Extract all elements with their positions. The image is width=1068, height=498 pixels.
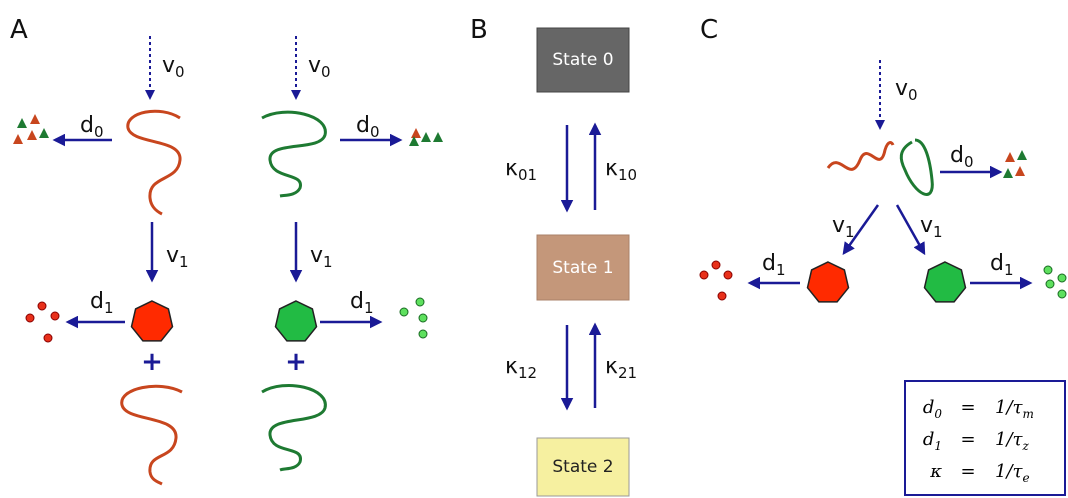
label-sub: 21 [618, 364, 637, 382]
rate-label: v1 [310, 243, 333, 271]
label-sub: 01 [518, 166, 537, 184]
protein-heptagon [925, 262, 966, 302]
triangles [409, 128, 443, 146]
label-main: d [923, 429, 935, 450]
label-main: d [356, 113, 370, 138]
rate-label: d1 [350, 289, 374, 317]
label-sub: 1 [323, 253, 333, 271]
label-main: d [90, 289, 104, 314]
panel-label: C [700, 15, 718, 45]
label-main: κ [505, 156, 518, 181]
triangles [13, 114, 49, 144]
label-sub: 0 [321, 63, 331, 81]
equation-op: = [960, 429, 975, 450]
label-main: d [350, 289, 364, 314]
label-sub: m [1022, 407, 1033, 421]
label-sub: 12 [518, 364, 537, 382]
label-main: d [80, 113, 94, 138]
rate-label: κ01 [505, 156, 537, 184]
label-main: v [308, 53, 321, 78]
label-sub: 1 [364, 299, 374, 317]
protein-heptagon [808, 262, 849, 302]
label-sub: 1 [179, 253, 189, 271]
label-main: κ [929, 461, 942, 482]
panel-label: A [10, 15, 28, 45]
rate-label: v0 [895, 76, 918, 104]
label-main: v [832, 213, 845, 238]
panel-label: B [470, 15, 488, 45]
rate-label: v1 [832, 213, 855, 241]
label-main: d [762, 251, 776, 276]
label-main: 1/τ [995, 429, 1024, 450]
label-main: κ [605, 354, 618, 379]
label-main: v [920, 213, 933, 238]
label-main: v [895, 76, 908, 101]
state-label: State 2 [552, 457, 613, 477]
equation-op: = [960, 461, 975, 482]
label-sub: 10 [618, 166, 637, 184]
label-sub: 1 [933, 223, 943, 241]
label-main: v [310, 243, 323, 268]
mrna-squiggle [122, 386, 182, 484]
label-main: 1/τ [995, 461, 1024, 482]
rate-label: κ12 [505, 354, 537, 382]
label-sub: 0 [175, 63, 185, 81]
equation-lhs: κ [929, 461, 942, 482]
rate-label: κ21 [605, 354, 637, 382]
label-sub: e [1022, 471, 1029, 485]
label-sub: 1 [845, 223, 855, 241]
triangles [1003, 150, 1027, 178]
label-main: v [166, 243, 179, 268]
mrna-squiggle [901, 140, 932, 194]
label-sub: z [1021, 439, 1029, 453]
label-sub: 0 [94, 123, 104, 141]
rate-label: v1 [920, 213, 943, 241]
rate-label: κ10 [605, 156, 637, 184]
dots [1044, 266, 1066, 298]
label-main: d [990, 251, 1004, 276]
mrna-squiggle [128, 111, 180, 214]
label-main: d [950, 143, 964, 168]
protein-heptagon [132, 301, 173, 341]
state-label: State 1 [552, 258, 613, 278]
label-main: d [923, 397, 935, 418]
label-main: κ [605, 156, 618, 181]
label-sub: 1 [776, 261, 786, 279]
dots [400, 298, 427, 338]
dots [700, 261, 732, 300]
state-label: State 0 [552, 50, 613, 70]
label-sub: 0 [908, 86, 918, 104]
label-main: v [162, 53, 175, 78]
rate-label: d1 [990, 251, 1014, 279]
rate-label: v0 [308, 53, 331, 81]
label-sub: 1 [934, 439, 942, 453]
label-sub: 0 [370, 123, 380, 141]
equation-op: = [960, 397, 975, 418]
rate-label: d0 [80, 113, 104, 141]
dots [26, 302, 59, 342]
rate-label: d1 [90, 289, 114, 317]
plus-sign: + [141, 347, 163, 377]
rate-label: v1 [166, 243, 189, 271]
rate-label: d0 [356, 113, 380, 141]
label-sub: 1 [104, 299, 114, 317]
protein-heptagon [276, 301, 317, 341]
mrna-squiggle [828, 143, 893, 170]
mrna-squiggle [262, 385, 325, 470]
rate-label: d1 [762, 251, 786, 279]
label-sub: 0 [964, 153, 974, 171]
label-main: κ [505, 354, 518, 379]
mrna-squiggle [262, 112, 325, 196]
rate-label: v0 [162, 53, 185, 81]
label-main: 1/τ [995, 397, 1024, 418]
plus-sign: + [285, 347, 307, 377]
diagram: ABCv0d0v1d1+v0d0v1d1+State 0State 1State… [0, 0, 1068, 498]
rate-label: d0 [950, 143, 974, 171]
label-sub: 0 [934, 407, 942, 421]
label-sub: 1 [1004, 261, 1014, 279]
